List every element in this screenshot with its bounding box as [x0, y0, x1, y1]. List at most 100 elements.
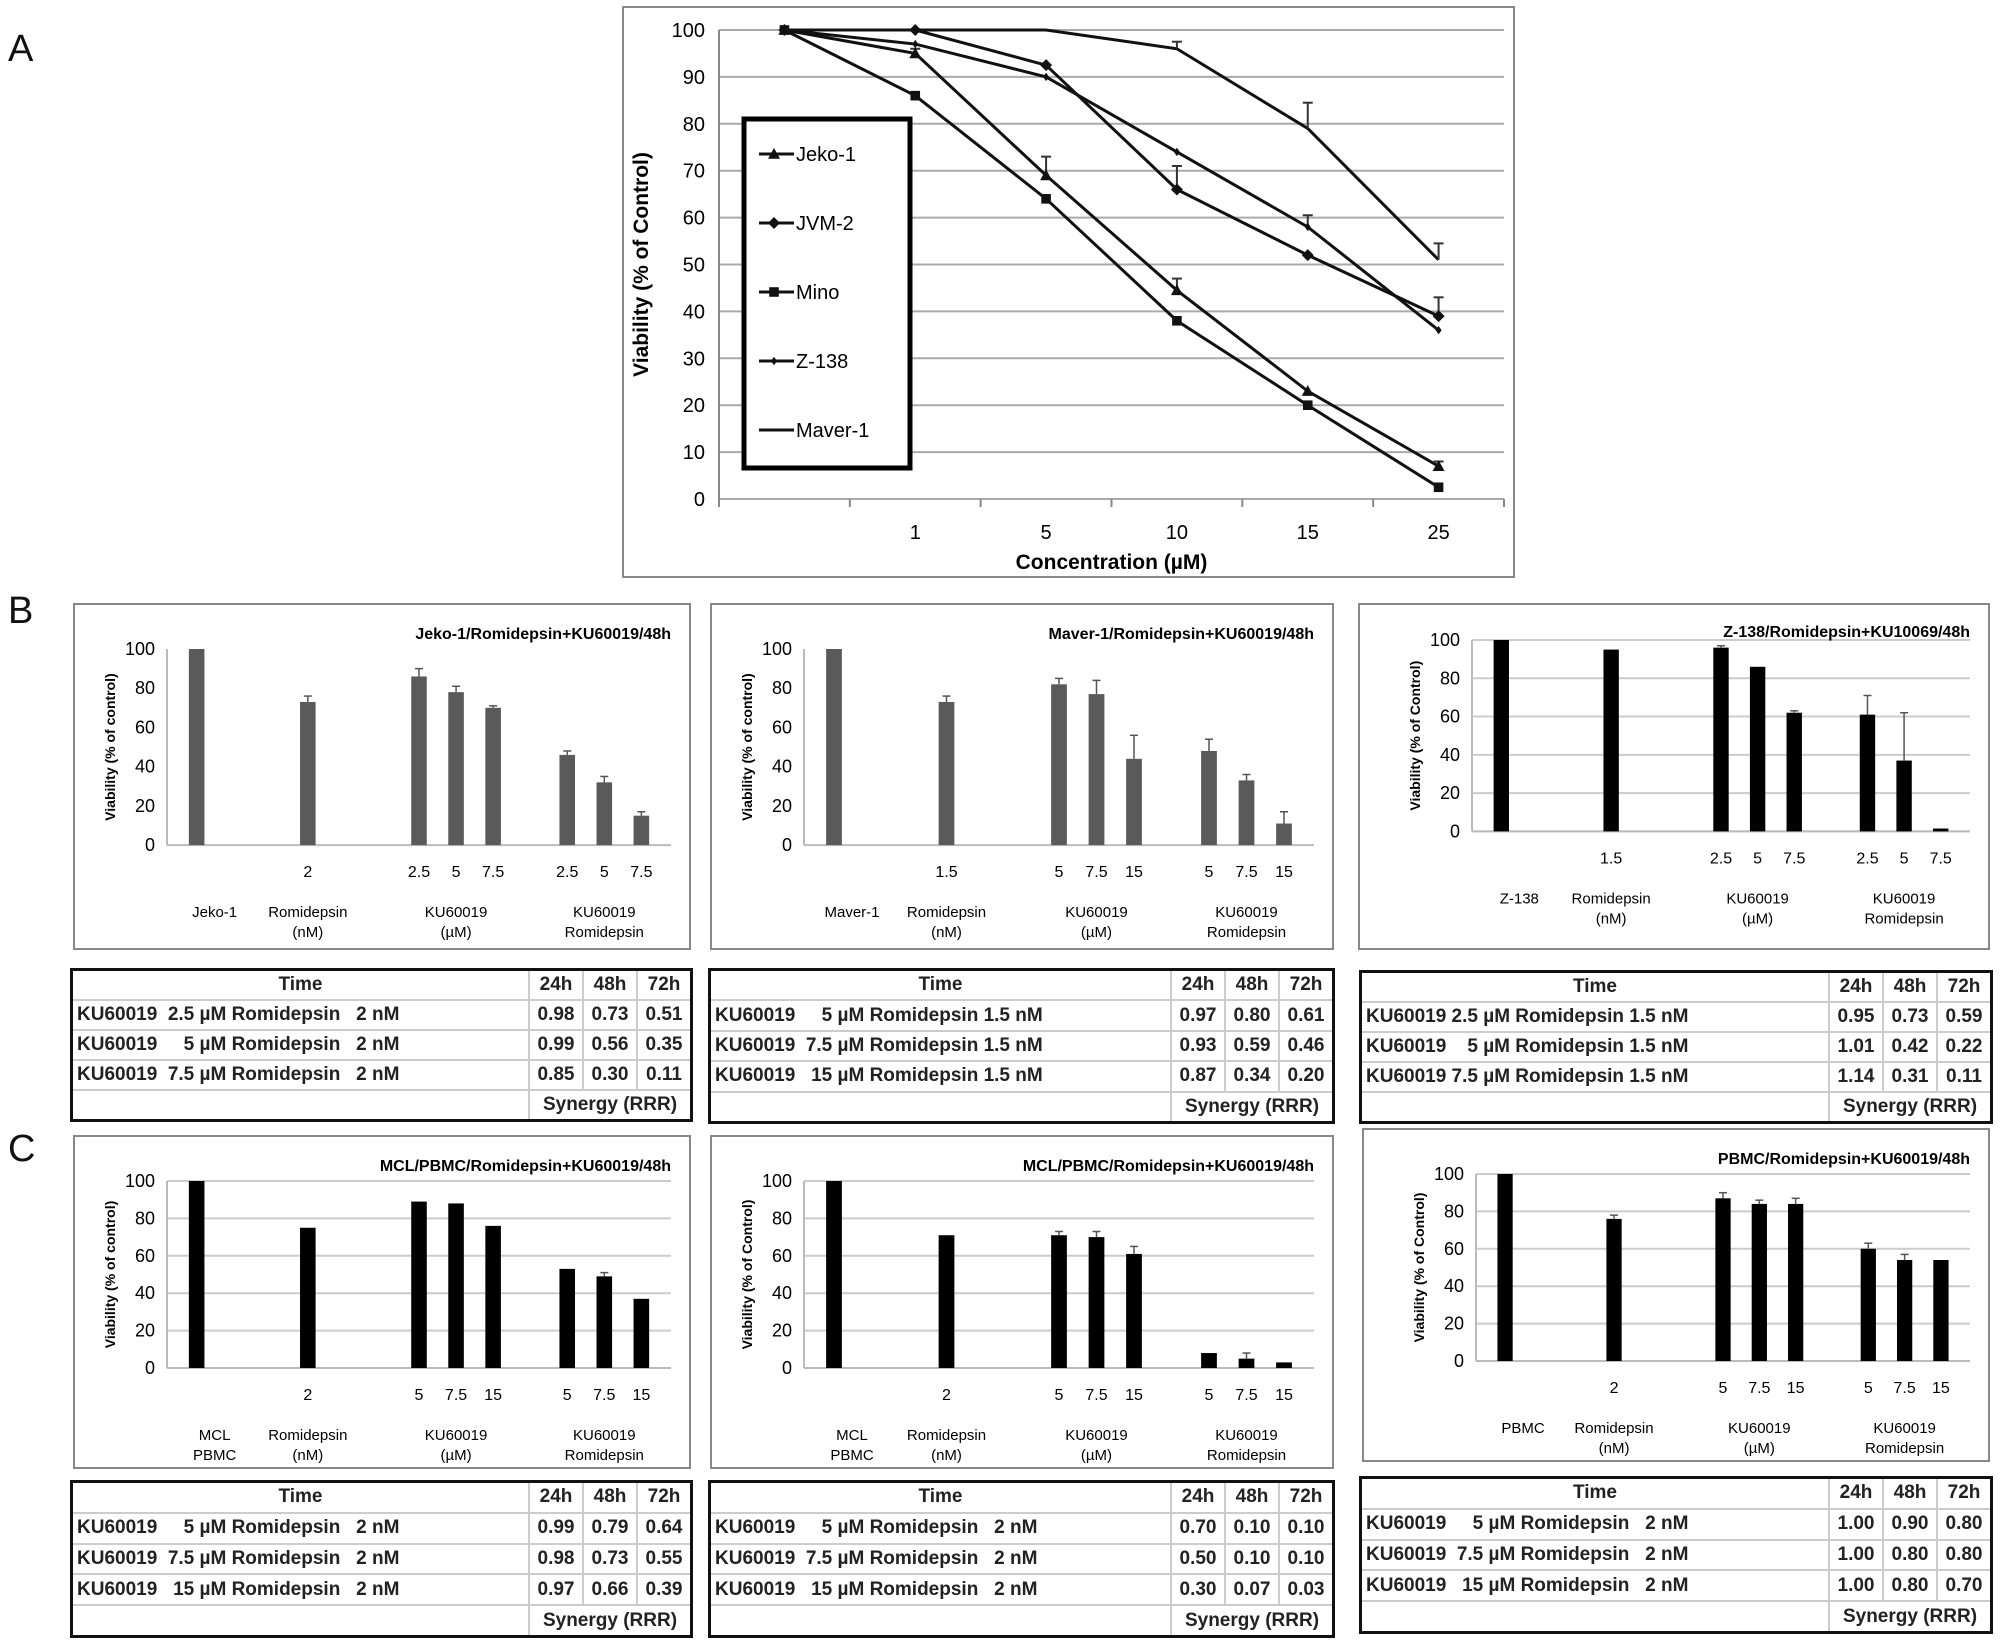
synergy-value: 1.14	[1828, 1061, 1883, 1094]
x-tick-label: 5	[1753, 850, 1762, 867]
bar	[1933, 1260, 1949, 1361]
synergy-table: Time 24h 48h 72h KU60019 5 µM Romidepsin 2 n…	[73, 1483, 690, 1635]
group-label: (nM)	[292, 924, 323, 941]
y-tick-label: 100	[1430, 630, 1460, 650]
combination-label: KU60019 5 µM Romidepsin 2 nM	[711, 1512, 1171, 1545]
group-label: (µM)	[440, 924, 471, 941]
bar	[1238, 1358, 1255, 1368]
synergy-value: 0.50	[1170, 1543, 1225, 1576]
synergy-footer: Synergy (RRR)	[528, 1605, 690, 1635]
group-label: KU60019	[1065, 1427, 1128, 1444]
bar	[938, 701, 955, 846]
bar	[1238, 780, 1255, 846]
synergy-value: 1.01	[1828, 1031, 1883, 1063]
group-label: PBMC	[830, 1447, 874, 1464]
diamond-marker	[1173, 147, 1180, 157]
x-tick-label: 2	[303, 864, 312, 881]
diamond-marker	[768, 217, 780, 229]
time-header: Time	[711, 971, 1171, 1002]
x-tick-label: 5	[1041, 522, 1052, 544]
diamond-marker	[771, 356, 777, 366]
bar	[1749, 666, 1766, 832]
synergy-value: 0.73	[582, 1543, 637, 1576]
synergy-value: 0.46	[1278, 1030, 1332, 1063]
group-label: MCL	[836, 1427, 868, 1444]
synergy-footer: Synergy (RRR)	[1170, 1605, 1332, 1635]
synergy-table-c2: Time 24h 48h 72h KU60019 5 µM Romidepsin 2 n…	[708, 1480, 1335, 1638]
panel-label-a: A	[8, 28, 34, 70]
synergy-value: 0.20	[1278, 1061, 1332, 1093]
y-tick-label: 0	[782, 1358, 792, 1378]
synergy-value: 0.07	[1224, 1574, 1279, 1607]
bar	[188, 649, 205, 846]
col-header: 24h	[1828, 1479, 1883, 1510]
series-line	[784, 28, 1440, 261]
bar	[1896, 1260, 1913, 1361]
x-tick-label: 5	[452, 864, 461, 881]
legend-label: JVM-2	[796, 213, 854, 235]
combination-label: KU60019 15 µM Romidepsin 1.5 nM	[711, 1061, 1171, 1093]
bar	[1896, 760, 1912, 832]
x-tick-label: 5	[563, 1387, 572, 1404]
y-tick-label: 20	[135, 796, 155, 816]
synergy-value: 0.80	[1882, 1539, 1937, 1572]
triangle-marker	[768, 148, 780, 159]
group-label: (µM)	[1081, 924, 1112, 941]
x-tick-label: 7.5	[482, 864, 504, 881]
synergy-value: 0.34	[1224, 1061, 1279, 1093]
y-tick-label: 60	[135, 717, 155, 737]
y-tick-label: 60	[683, 208, 705, 230]
group-label: (nM)	[292, 1447, 323, 1464]
y-tick-label: 40	[683, 301, 705, 323]
chart-title: Jeko-1/Romidepsin+KU60019/48h	[415, 626, 671, 643]
bar	[1051, 684, 1067, 846]
x-tick-label: 7.5	[445, 1387, 467, 1404]
x-tick-label: 10	[1166, 522, 1188, 544]
y-tick-label: 100	[125, 1171, 155, 1191]
bar	[485, 1225, 501, 1368]
y-tick-label: 20	[772, 1321, 792, 1341]
x-tick-label: 5	[600, 864, 609, 881]
diamond-marker	[1170, 183, 1183, 196]
table-row: KU60019 7.5 µM Romidepsin 2 nM 0.85 0.30 0.…	[73, 1059, 690, 1092]
x-tick-label: 15	[1932, 1380, 1950, 1397]
synergy-value: 0.80	[1224, 1000, 1279, 1032]
bar	[1201, 1353, 1217, 1368]
x-tick-label: 15	[1125, 1387, 1143, 1404]
y-tick-label: 90	[683, 67, 705, 89]
bar-chart-svg: 0 20 40 60 80 100 Maver-1/Romidepsin+KU60019/4…	[739, 626, 1314, 941]
chart-title: Z-138/Romidepsin+KU10069/48h	[1723, 624, 1970, 641]
y-tick-label: 40	[1440, 745, 1460, 765]
group-label: Romidepsin	[1207, 924, 1286, 941]
group-label: KU60019	[425, 1427, 488, 1444]
y-tick-label: 80	[135, 1208, 155, 1228]
y-tick-label: 40	[135, 757, 155, 777]
synergy-table-c1: Time 24h 48h 72h KU60019 5 µM Romidepsin 2 n…	[70, 1480, 693, 1638]
table-row: KU60019 5 µM Romidepsin 2 nM 0.99 0.56 0.35	[73, 1029, 690, 1061]
y-axis-label: Viability (% of Control)	[1407, 661, 1423, 811]
square-marker	[1041, 194, 1051, 204]
bar	[411, 1201, 427, 1368]
square-marker	[769, 287, 779, 297]
y-axis-label: Viability (% of Control)	[1411, 1193, 1427, 1343]
x-tick-label: 2.5	[1710, 850, 1732, 867]
synergy-value: 0.70	[1936, 1570, 1990, 1603]
x-tick-label: 1.5	[935, 864, 957, 881]
x-tick-label: 15	[632, 1387, 650, 1404]
combination-label: KU60019 15 µM Romidepsin 2 nM	[73, 1574, 529, 1607]
x-tick-label: 2	[1610, 1380, 1619, 1397]
bar	[1715, 1198, 1731, 1361]
y-tick-label: 100	[672, 20, 705, 42]
synergy-value: 0.30	[1170, 1574, 1225, 1607]
synergy-value: 0.03	[1278, 1574, 1332, 1607]
bar	[826, 649, 842, 846]
x-tick-label: 5	[1205, 864, 1214, 881]
x-tick-label: 25	[1427, 522, 1449, 544]
x-tick-label: 15	[1275, 1387, 1293, 1404]
combination-label: KU60019 7.5 µM Romidepsin 2 nM	[73, 1059, 529, 1092]
y-tick-label: 40	[772, 1283, 792, 1303]
triangle-marker	[909, 47, 922, 59]
y-tick-label: 80	[1440, 668, 1460, 688]
